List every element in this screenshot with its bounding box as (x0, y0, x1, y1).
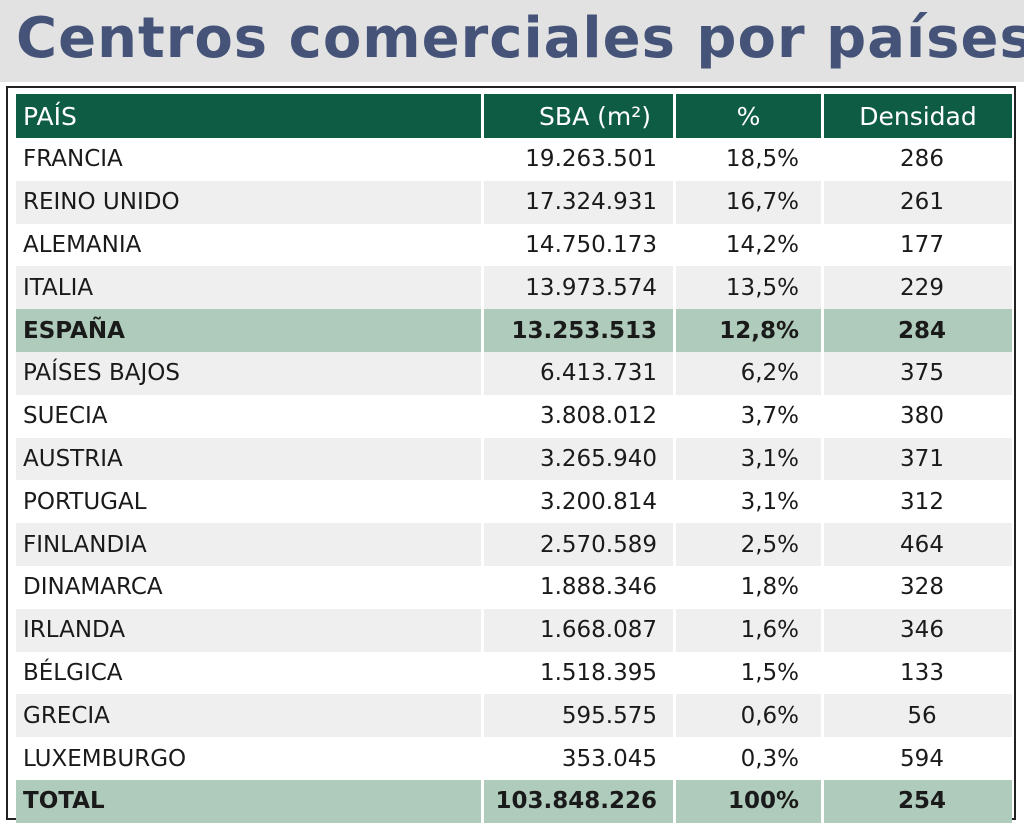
cell-pais: TOTAL (16, 779, 484, 823)
cell-densidad: 133 (824, 651, 1012, 695)
table-total-row: TOTAL 103.848.226 100% 254 (16, 779, 1012, 823)
cell-sba: 19.263.501 (484, 138, 676, 181)
table-row: LUXEMBURGO 353.045 0,3% 594 (16, 737, 1012, 780)
cell-pais: ESPAÑA (16, 309, 484, 352)
cell-sba: 13.973.574 (484, 266, 676, 310)
cell-densidad: 177 (824, 223, 1012, 267)
cell-percent: 2,5% (676, 523, 824, 566)
cell-pais: ALEMANIA (16, 223, 484, 267)
cell-pais: FRANCIA (16, 138, 484, 181)
cell-densidad: 286 (824, 138, 1012, 181)
cell-percent: 3,7% (676, 394, 824, 438)
table-row: BÉLGICA 1.518.395 1,5% 133 (16, 651, 1012, 695)
cell-sba: 595.575 (484, 694, 676, 738)
cell-densidad: 375 (824, 351, 1012, 395)
cell-percent: 3,1% (676, 437, 824, 481)
cell-percent: 14,2% (676, 223, 824, 267)
cell-sba: 14.750.173 (484, 223, 676, 267)
table-row: AUSTRIA 3.265.940 3,1% 371 (16, 437, 1012, 481)
table-row: REINO UNIDO 17.324.931 16,7% 261 (16, 180, 1012, 224)
table-row: GRECIA 595.575 0,6% 56 (16, 694, 1012, 738)
cell-sba: 3.808.012 (484, 394, 676, 438)
cell-densidad: 261 (824, 180, 1012, 224)
column-header-sba: SBA (m²) (484, 94, 676, 138)
title-band (0, 0, 1024, 82)
cell-pais: BÉLGICA (16, 651, 484, 695)
cell-sba: 3.200.814 (484, 480, 676, 524)
cell-sba: 2.570.589 (484, 523, 676, 566)
cell-percent: 16,7% (676, 180, 824, 224)
cell-pais: SUECIA (16, 394, 484, 438)
table-row: FRANCIA 19.263.501 18,5% 286 (16, 138, 1012, 181)
page-title: Centros comerciales por países (16, 6, 1024, 71)
data-table: PAÍS SBA (m²) % Densidad FRANCIA 19.263.5… (16, 94, 1012, 823)
cell-densidad: 254 (824, 779, 1012, 823)
cell-sba: 1.888.346 (484, 565, 676, 609)
table-row: ESPAÑA 13.253.513 12,8% 284 (16, 309, 1012, 352)
cell-densidad: 229 (824, 266, 1012, 310)
cell-pais: REINO UNIDO (16, 180, 484, 224)
cell-sba: 1.518.395 (484, 651, 676, 695)
cell-percent: 1,5% (676, 651, 824, 695)
cell-densidad: 328 (824, 565, 1012, 609)
cell-pais: AUSTRIA (16, 437, 484, 481)
cell-sba: 17.324.931 (484, 180, 676, 224)
cell-densidad: 594 (824, 737, 1012, 780)
cell-percent: 18,5% (676, 138, 824, 181)
table-row: DINAMARCA 1.888.346 1,8% 328 (16, 565, 1012, 609)
cell-pais: PORTUGAL (16, 480, 484, 524)
cell-pais: ITALIA (16, 266, 484, 310)
table-row: ITALIA 13.973.574 13,5% 229 (16, 266, 1012, 310)
cell-densidad: 464 (824, 523, 1012, 566)
cell-percent: 1,8% (676, 565, 824, 609)
cell-sba: 1.668.087 (484, 608, 676, 652)
column-header-percent: % (676, 94, 824, 138)
cell-percent: 1,6% (676, 608, 824, 652)
cell-percent: 13,5% (676, 266, 824, 310)
cell-percent: 12,8% (676, 309, 824, 352)
cell-percent: 6,2% (676, 351, 824, 395)
cell-sba: 6.413.731 (484, 351, 676, 395)
table-row: FINLANDIA 2.570.589 2,5% 464 (16, 523, 1012, 566)
cell-densidad: 56 (824, 694, 1012, 738)
cell-densidad: 312 (824, 480, 1012, 524)
cell-sba: 3.265.940 (484, 437, 676, 481)
cell-sba: 103.848.226 (484, 779, 676, 823)
table-row: ALEMANIA 14.750.173 14,2% 177 (16, 223, 1012, 267)
table-header-row: PAÍS SBA (m²) % Densidad (16, 94, 1012, 138)
cell-densidad: 284 (824, 309, 1012, 352)
cell-pais: FINLANDIA (16, 523, 484, 566)
cell-densidad: 371 (824, 437, 1012, 481)
cell-pais: GRECIA (16, 694, 484, 738)
cell-densidad: 346 (824, 608, 1012, 652)
table-row: PORTUGAL 3.200.814 3,1% 312 (16, 480, 1012, 524)
table-row: PAÍSES BAJOS 6.413.731 6,2% 375 (16, 351, 1012, 395)
cell-sba: 353.045 (484, 737, 676, 780)
table-container: PAÍS SBA (m²) % Densidad FRANCIA 19.263.5… (6, 86, 1016, 823)
cell-percent: 100% (676, 779, 824, 823)
cell-percent: 0,3% (676, 737, 824, 780)
table-row: IRLANDA 1.668.087 1,6% 346 (16, 608, 1012, 652)
table-body: FRANCIA 19.263.501 18,5% 286 REINO UNIDO 17.3… (16, 138, 1012, 823)
cell-pais: DINAMARCA (16, 565, 484, 609)
cell-pais: IRLANDA (16, 608, 484, 652)
cell-pais: LUXEMBURGO (16, 737, 484, 780)
cell-percent: 3,1% (676, 480, 824, 524)
cell-percent: 0,6% (676, 694, 824, 738)
cell-sba: 13.253.513 (484, 309, 676, 352)
column-header-densidad: Densidad (824, 94, 1012, 138)
cell-densidad: 380 (824, 394, 1012, 438)
cell-pais: PAÍSES BAJOS (16, 351, 484, 395)
column-header-pais: PAÍS (16, 94, 484, 138)
table-row: SUECIA 3.808.012 3,7% 380 (16, 394, 1012, 438)
